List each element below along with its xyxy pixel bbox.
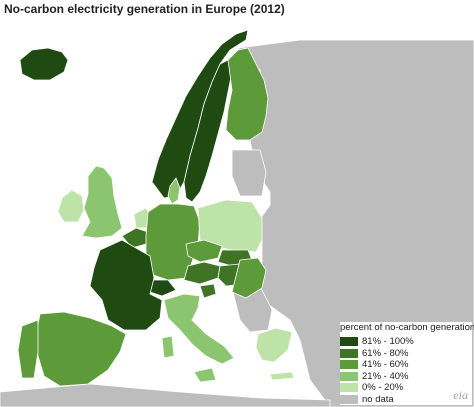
legend-item-label: 81% - 100% [362,336,414,348]
country-czech-republic [185,239,223,263]
legend-item-label: 61% - 80% [362,347,409,359]
map-title: No-carbon electricity generation in Euro… [4,2,285,16]
country-iceland [19,47,69,81]
legend-item: 0% - 20% [340,382,472,394]
legend-swatch [340,337,358,347]
country-greece-crete [269,371,295,381]
map-legend: percent of no-carbon generation 81% - 10… [340,322,474,406]
legend-swatch [340,394,358,404]
country-france [89,239,163,331]
country-italy-sardinia [161,335,175,359]
country-austria [183,261,221,285]
legend-title: percent of no-carbon generation [340,322,474,333]
country-switzerland [149,279,177,297]
country-united-kingdom [81,165,123,239]
country-denmark [167,177,181,205]
country-finland [225,47,269,141]
country-spain [35,311,127,387]
legend-swatch [340,360,358,370]
legend-item: 81% - 100% [340,336,472,348]
europe-choropleth-map [0,16,474,407]
country-greece [255,327,293,363]
legend-item-label: 41% - 60% [362,359,409,371]
eia-logo: eia [453,388,468,402]
country-slovenia [199,283,217,299]
country-sweden [183,59,233,203]
legend-swatch [340,383,358,393]
country-ireland [57,189,85,223]
legend-item: 41% - 60% [340,359,472,371]
legend-swatch [340,348,358,358]
country-italy [163,293,235,365]
region-baltics-no-data [231,149,267,197]
country-italy-sicily [193,367,217,383]
legend-swatch [340,371,358,381]
legend-item-label: 21% - 40% [362,370,409,382]
legend-item-label: 0% - 20% [362,382,404,394]
legend-item: 21% - 40% [340,371,472,383]
country-romania [231,257,267,299]
region-no-data-africa [0,383,331,407]
legend-item: no data [340,394,472,406]
country-portugal [17,319,39,379]
legend-item-label: no data [362,393,394,405]
legend-item: 61% - 80% [340,348,472,360]
